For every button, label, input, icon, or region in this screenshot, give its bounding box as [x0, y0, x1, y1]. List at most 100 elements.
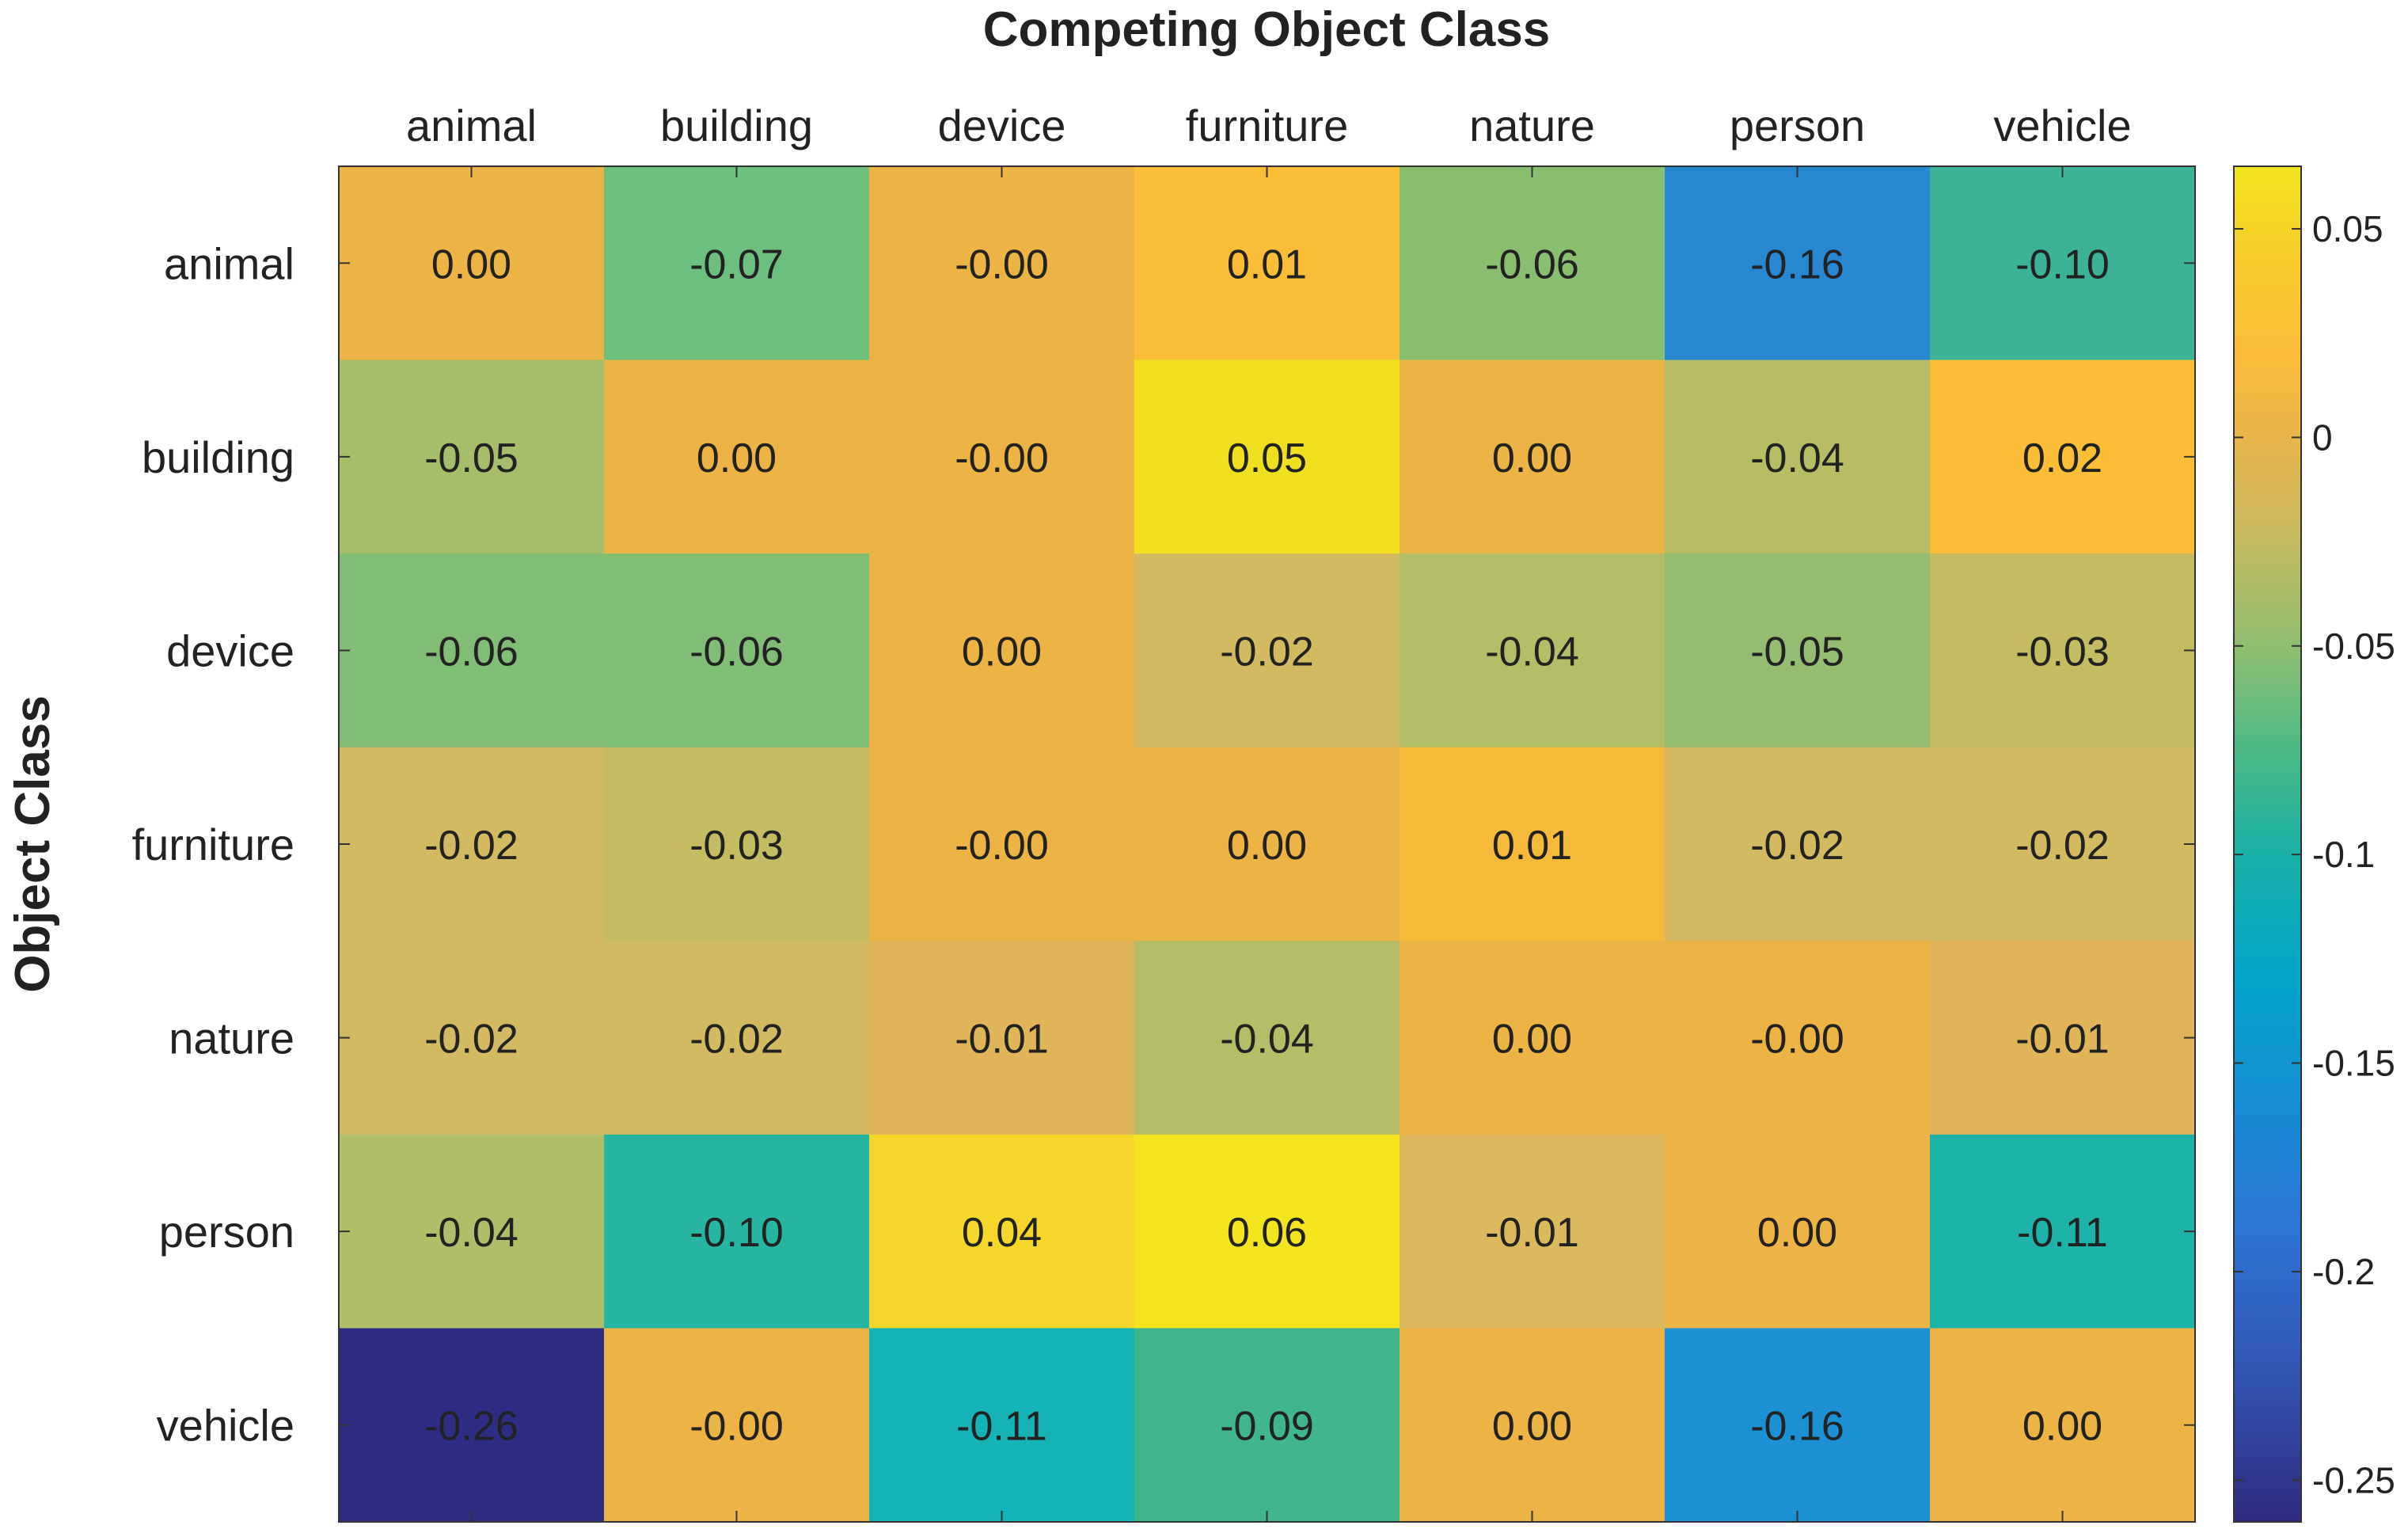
colorbar-gradient [2234, 166, 2301, 1522]
cell-value-label: 0.01 [1227, 242, 1307, 287]
heatmap-cell-vehicle-furniture [1134, 1328, 1400, 1523]
cell-value-label: -0.09 [1220, 1404, 1314, 1450]
heatmap-cell-animal-nature [1400, 166, 1665, 361]
heatmap-cell-animal-animal [339, 166, 605, 361]
cell-value-label: -0.00 [955, 823, 1049, 869]
heatmap-cell-furniture-building [604, 747, 870, 941]
heatmap-cell-furniture-vehicle [1930, 747, 2196, 941]
cell-value-label: -0.01 [1485, 1210, 1579, 1256]
cell-value-label: -0.06 [689, 629, 784, 675]
cell-value-label: -0.01 [955, 1017, 1049, 1063]
heatmap-cell-person-nature [1400, 1134, 1665, 1329]
cell-value-label: 0.00 [2022, 1404, 2102, 1450]
heatmap-cell-device-person [1665, 553, 1931, 748]
x-tick-labels: animal building device furniture nature perso… [406, 101, 2132, 150]
colorbar-tick-label: 0.05 [2312, 208, 2383, 249]
heatmap-cell-person-vehicle [1930, 1134, 2196, 1329]
cell-value-label: -0.02 [424, 823, 518, 869]
cell-value-label: 0.00 [1492, 435, 1572, 481]
cell-value-label: -0.05 [1750, 629, 1844, 675]
cell-value-label: -0.06 [424, 629, 518, 675]
colorbar-tick-label: -0.05 [2312, 626, 2395, 667]
cell-value-label: 0.02 [2022, 435, 2102, 481]
y-tick-label-animal: animal [164, 238, 294, 288]
heatmap-cell-building-nature [1400, 359, 1665, 554]
cell-value-label: -0.16 [1750, 242, 1844, 287]
colorbar-frame [2233, 165, 2302, 1523]
heatmap-cell-animal-device [869, 166, 1135, 361]
cell-value-label: -0.02 [1220, 629, 1314, 675]
colorbar-ticks: 0.05 0 -0.05 -0.1 -0.15 -0.2 -0.25 [2234, 208, 2395, 1500]
cell-value-label: -0.04 [424, 1210, 518, 1256]
colorbar: 0.05 0 -0.05 -0.1 -0.15 -0.2 -0.25 [2233, 165, 2395, 1523]
heatmap-cell-vehicle-nature [1400, 1328, 1665, 1523]
x-tick-label-device: device [938, 101, 1066, 150]
heatmap-cell-nature-furniture [1134, 941, 1400, 1135]
cell-value-label: 0.05 [1227, 435, 1307, 481]
heatmap-cell-device-building [604, 553, 870, 748]
y-tick-label-person: person [159, 1207, 294, 1257]
heatmap-cell-nature-device [869, 941, 1135, 1135]
x-tick-label-animal: animal [406, 101, 537, 150]
axis-ticks [339, 166, 2195, 1522]
heatmap-cells [339, 166, 2196, 1523]
cell-value-label: -0.00 [689, 1404, 784, 1450]
heatmap-cell-building-furniture [1134, 359, 1400, 554]
y-tick-label-nature: nature [169, 1014, 294, 1063]
heatmap-cell-vehicle-device [869, 1328, 1135, 1523]
heatmap-cell-person-person [1665, 1134, 1931, 1329]
cell-value-label: 0.01 [1492, 823, 1572, 869]
cell-value-label: 0.04 [962, 1210, 1042, 1256]
cell-value-label: 0.00 [697, 435, 777, 481]
heatmap-cell-furniture-device [869, 747, 1135, 941]
cell-value-label: -0.07 [689, 242, 784, 287]
cell-value-label: -0.00 [1750, 1017, 1844, 1063]
cell-value-label: 0.00 [1492, 1404, 1572, 1450]
cell-value-label: 0.06 [1227, 1210, 1307, 1256]
heatmap-cell-device-nature [1400, 553, 1665, 748]
cell-value-label: -0.04 [1220, 1017, 1314, 1063]
heatmap-cell-building-person [1665, 359, 1931, 554]
cell-value-label: -0.10 [689, 1210, 784, 1256]
x-tick-label-vehicle: vehicle [1993, 101, 2131, 150]
heatmap-cell-animal-vehicle [1930, 166, 2196, 361]
y-tick-label-vehicle: vehicle [157, 1401, 294, 1451]
heatmap-cell-furniture-furniture [1134, 747, 1400, 941]
heatmap-cell-nature-animal [339, 941, 605, 1135]
x-tick-label-nature: nature [1469, 101, 1595, 150]
heatmap-cell-animal-furniture [1134, 166, 1400, 361]
cell-value-label: -0.00 [955, 435, 1049, 481]
heatmap-cell-device-vehicle [1930, 553, 2196, 748]
heatmap-cell-animal-building [604, 166, 870, 361]
cell-value-label: 0.00 [1227, 823, 1307, 869]
cell-value-label: -0.06 [1485, 242, 1579, 287]
cell-value-label: -0.02 [424, 1017, 518, 1063]
cell-value-label: -0.16 [1750, 1404, 1844, 1450]
y-tick-labels: animal building device furniture nature perso… [132, 238, 294, 1450]
cell-value-label: -0.02 [1750, 823, 1844, 869]
heatmap-cell-nature-nature [1400, 941, 1665, 1135]
cell-value-label: -0.10 [2015, 242, 2110, 287]
heatmap-cell-nature-person [1665, 941, 1931, 1135]
heatmap-cell-device-device [869, 553, 1135, 748]
chart-title: Competing Object Class [983, 2, 1551, 57]
heatmap-cell-furniture-animal [339, 747, 605, 941]
cell-value-label: -0.03 [689, 823, 784, 869]
heatmap-cell-vehicle-building [604, 1328, 870, 1523]
heatmap-cell-animal-person [1665, 166, 1931, 361]
heatmap-cell-building-animal [339, 359, 605, 554]
heatmap-cell-building-vehicle [1930, 359, 2196, 554]
heatmap-cell-person-device [869, 1134, 1135, 1329]
x-tick-label-person: person [1730, 101, 1865, 150]
cell-value-label: 0.00 [1492, 1017, 1572, 1063]
cell-value-label: -0.03 [2015, 629, 2110, 675]
colorbar-tick-label: -0.2 [2312, 1251, 2375, 1292]
y-tick-label-device: device [166, 626, 294, 675]
colorbar-tick-label: -0.25 [2312, 1459, 2395, 1500]
heatmap-cell-building-building [604, 359, 870, 554]
cell-value-label: -0.04 [1485, 629, 1579, 675]
x-tick-label-building: building [660, 101, 813, 150]
cell-value-label: -0.01 [2015, 1017, 2110, 1063]
heatmap-cell-furniture-nature [1400, 747, 1665, 941]
heatmap-cell-building-device [869, 359, 1135, 554]
